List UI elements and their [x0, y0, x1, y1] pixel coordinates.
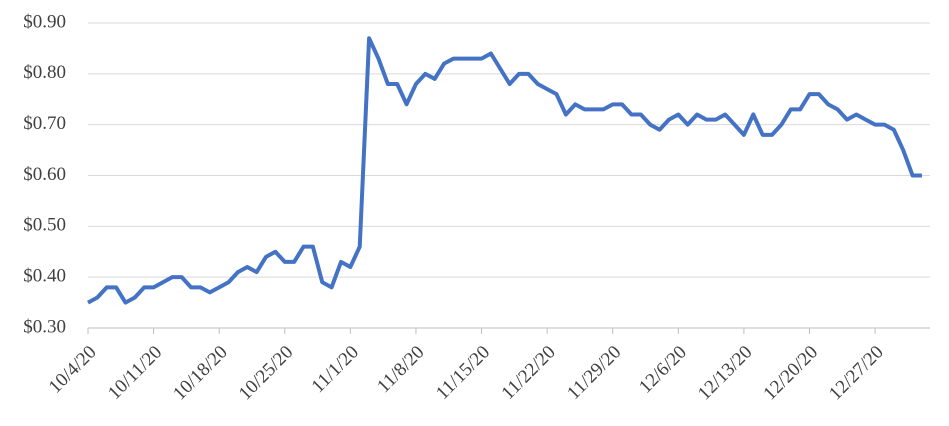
- y-tick-label: $0.80: [23, 62, 66, 83]
- y-tick-label: $0.40: [23, 266, 66, 287]
- x-tick-label: 12/20/20: [759, 342, 822, 405]
- x-tick-label: 10/4/20: [45, 342, 101, 398]
- x-tick-label: 11/22/20: [498, 342, 560, 404]
- x-tick-label: 12/6/20: [635, 342, 691, 398]
- y-tick-label: $0.70: [23, 113, 66, 134]
- x-tick-label: 11/29/20: [563, 342, 625, 404]
- x-tick-label: 11/1/20: [308, 342, 363, 397]
- y-tick-label: $0.50: [23, 215, 66, 236]
- x-tick-label: 12/27/20: [825, 342, 888, 405]
- x-tick-label: 12/13/20: [694, 342, 757, 405]
- x-tick-label: 10/11/20: [104, 342, 166, 404]
- x-tick-label: 11/8/20: [373, 342, 428, 397]
- y-tick-label: $0.60: [23, 164, 66, 185]
- line: [87, 36, 922, 305]
- x-tick-label: 11/15/20: [432, 342, 494, 404]
- x-tick-label: 10/25/20: [235, 342, 298, 405]
- y-tick-label: $0.90: [23, 11, 66, 32]
- x-tick-label: 10/18/20: [169, 342, 232, 405]
- y-tick-label: $0.30: [23, 316, 66, 337]
